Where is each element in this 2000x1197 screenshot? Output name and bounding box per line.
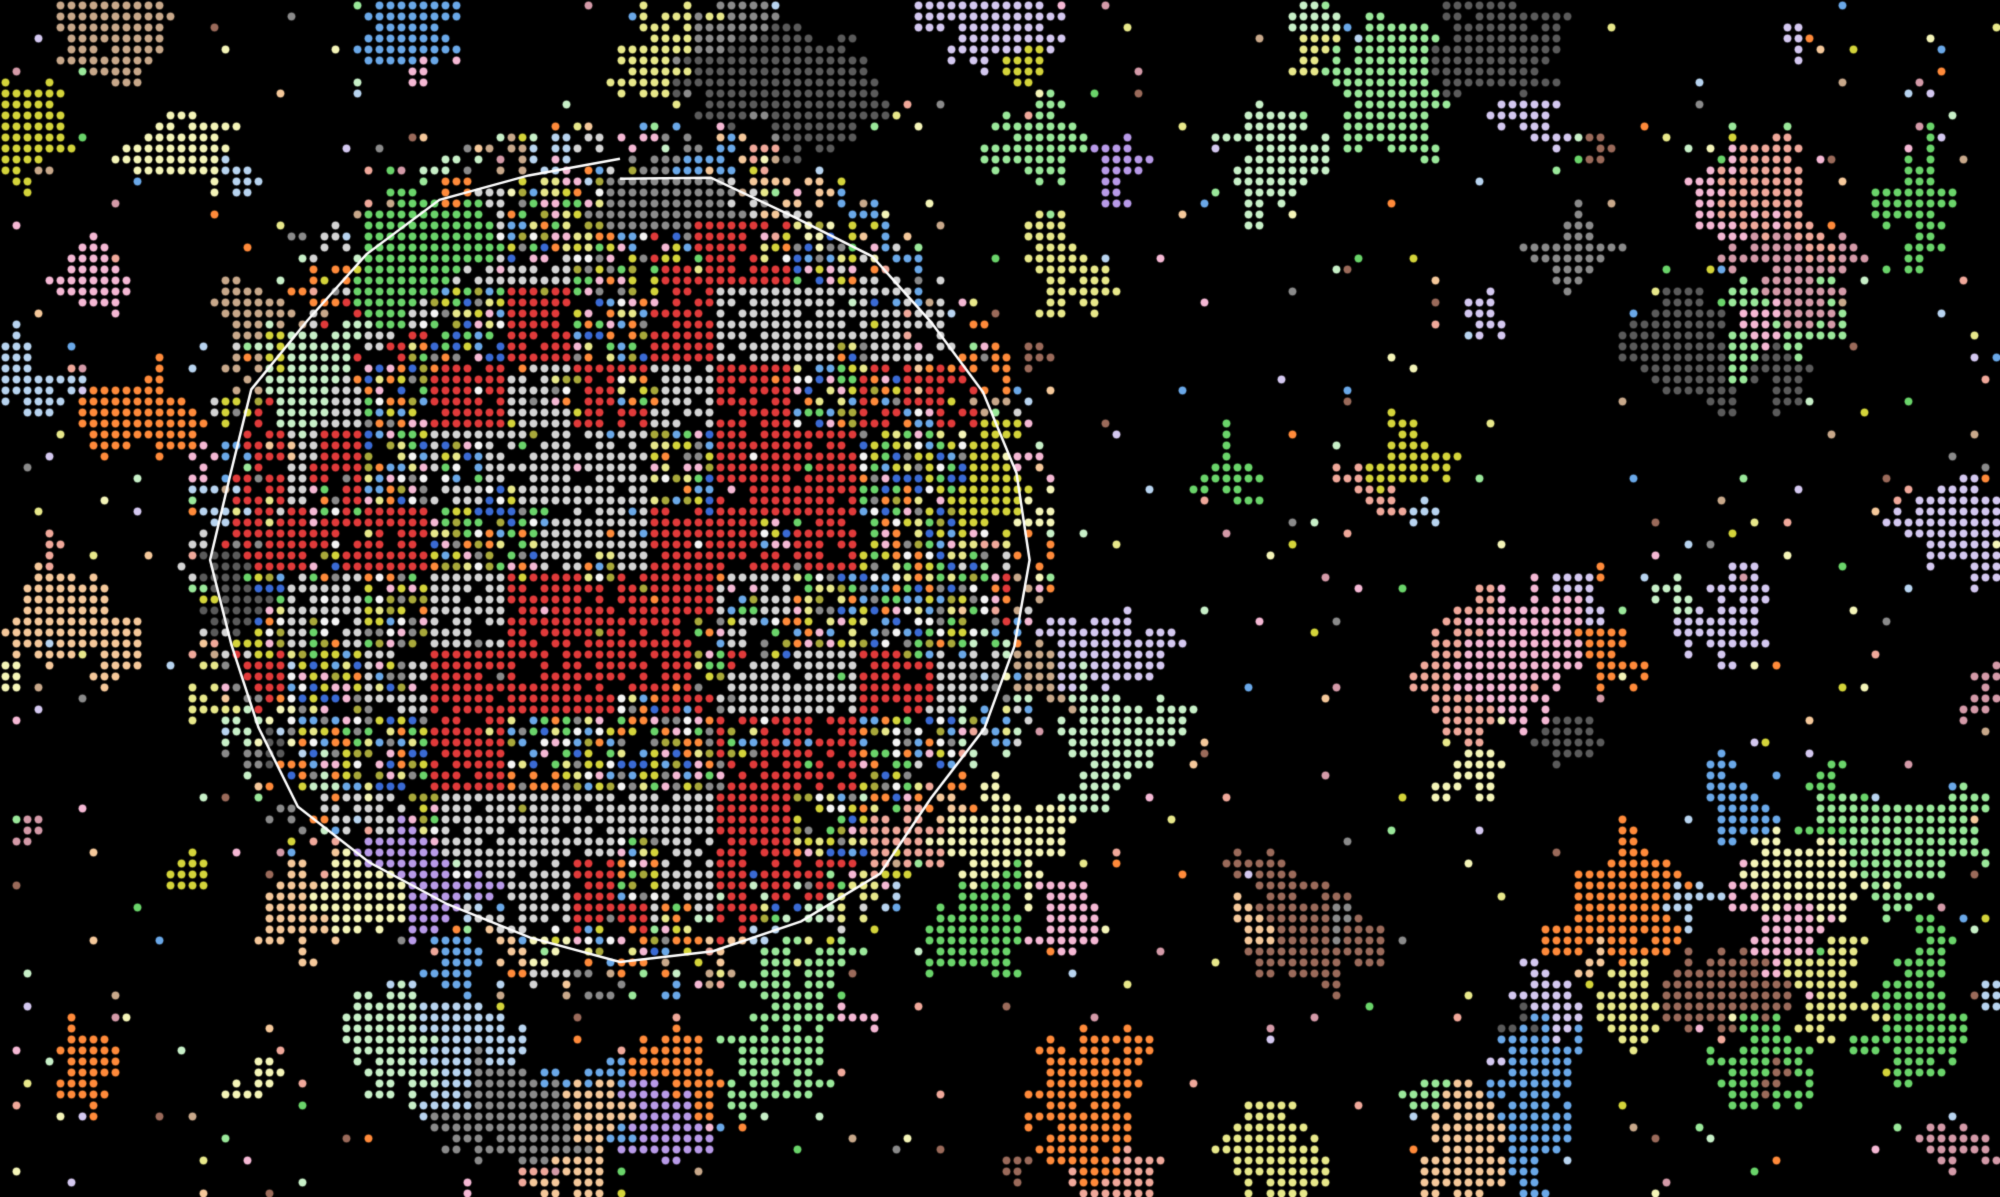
cluster-scatter-canvas [0, 0, 2000, 1197]
